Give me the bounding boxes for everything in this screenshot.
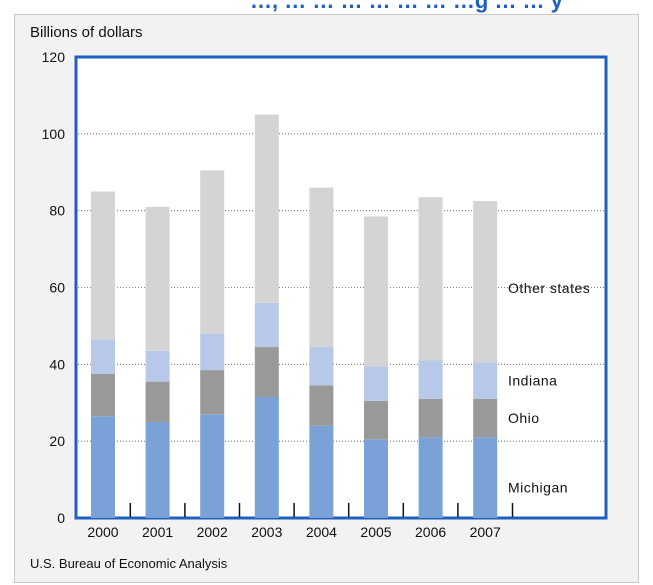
bar-segment-ohio: [309, 385, 334, 426]
bar-segment-other-states: [254, 114, 279, 303]
y-tick-label: 0: [57, 510, 65, 526]
x-tick-label: 2004: [306, 524, 337, 540]
bar-segment-michigan: [254, 396, 279, 518]
bar-segment-michigan: [364, 439, 388, 518]
x-tick-label: 2000: [87, 524, 118, 540]
bar-segment-other-states: [418, 197, 443, 361]
x-tick-label: 2006: [415, 524, 446, 540]
bar-segment-ohio: [91, 373, 115, 417]
x-tick-label: 2001: [142, 524, 173, 540]
bars-group: [91, 114, 498, 518]
bar-segment-michigan: [418, 437, 443, 518]
bar-segment-other-states: [364, 216, 388, 367]
bar-segment-ohio: [254, 347, 279, 397]
bar-segment-ohio: [473, 398, 498, 438]
series-label-ohio: Ohio: [508, 410, 540, 426]
y-tick-label: 40: [49, 356, 65, 372]
chart-title-clipped: …, … … … … … … …g … … y: [250, 0, 563, 13]
bar-segment-michigan: [145, 421, 170, 518]
x-tick-label: 2007: [470, 524, 501, 540]
bar-segment-other-states: [309, 187, 334, 348]
bar-segment-indiana: [254, 302, 279, 348]
series-label-other-states: Other states: [508, 280, 590, 296]
bar-segment-other-states: [145, 206, 170, 351]
x-tick-label: 2005: [360, 524, 391, 540]
x-tick-label: 2002: [197, 524, 228, 540]
y-axis-label: Billions of dollars: [30, 24, 143, 41]
bar-segment-indiana: [418, 360, 443, 399]
y-tick-label: 60: [49, 280, 65, 296]
bar-segment-indiana: [364, 366, 388, 401]
title-fragment: …, … … … … … … …g … … y: [0, 0, 653, 14]
series-labels: Michigan Ohio Indiana Other states: [508, 280, 590, 495]
bar-segment-other-states: [91, 191, 115, 340]
y-tick-label: 20: [49, 433, 65, 449]
series-label-michigan: Michigan: [508, 479, 568, 495]
x-tick-label: 2003: [251, 524, 282, 540]
bar-segment-ohio: [145, 381, 170, 422]
bar-segment-ohio: [200, 370, 225, 415]
bar-segment-indiana: [473, 362, 498, 399]
bar-segment-michigan: [91, 416, 115, 518]
bar-segment-indiana: [91, 339, 115, 374]
bar-segment-indiana: [309, 347, 334, 386]
series-label-indiana: Indiana: [508, 373, 557, 389]
y-tick-labels: 0 20 40 60 80 100 120: [42, 49, 66, 526]
source-note: U.S. Bureau of Economic Analysis: [30, 556, 228, 571]
y-tick-label: 120: [42, 49, 66, 65]
y-tick-label: 80: [49, 203, 65, 219]
bar-segment-ohio: [418, 398, 443, 438]
bar-segment-ohio: [364, 400, 388, 440]
bar-segment-indiana: [200, 333, 225, 371]
bar-segment-other-states: [473, 201, 498, 363]
bar-segment-michigan: [473, 437, 498, 518]
bar-segment-michigan: [200, 414, 225, 518]
bar-segment-indiana: [145, 350, 170, 382]
x-tick-labels: 2000 2001 2002 2003 2004 2005 2006 2007: [87, 503, 514, 540]
bar-segment-other-states: [200, 170, 225, 334]
y-tick-label: 100: [42, 126, 66, 142]
bar-segment-michigan: [309, 425, 334, 518]
